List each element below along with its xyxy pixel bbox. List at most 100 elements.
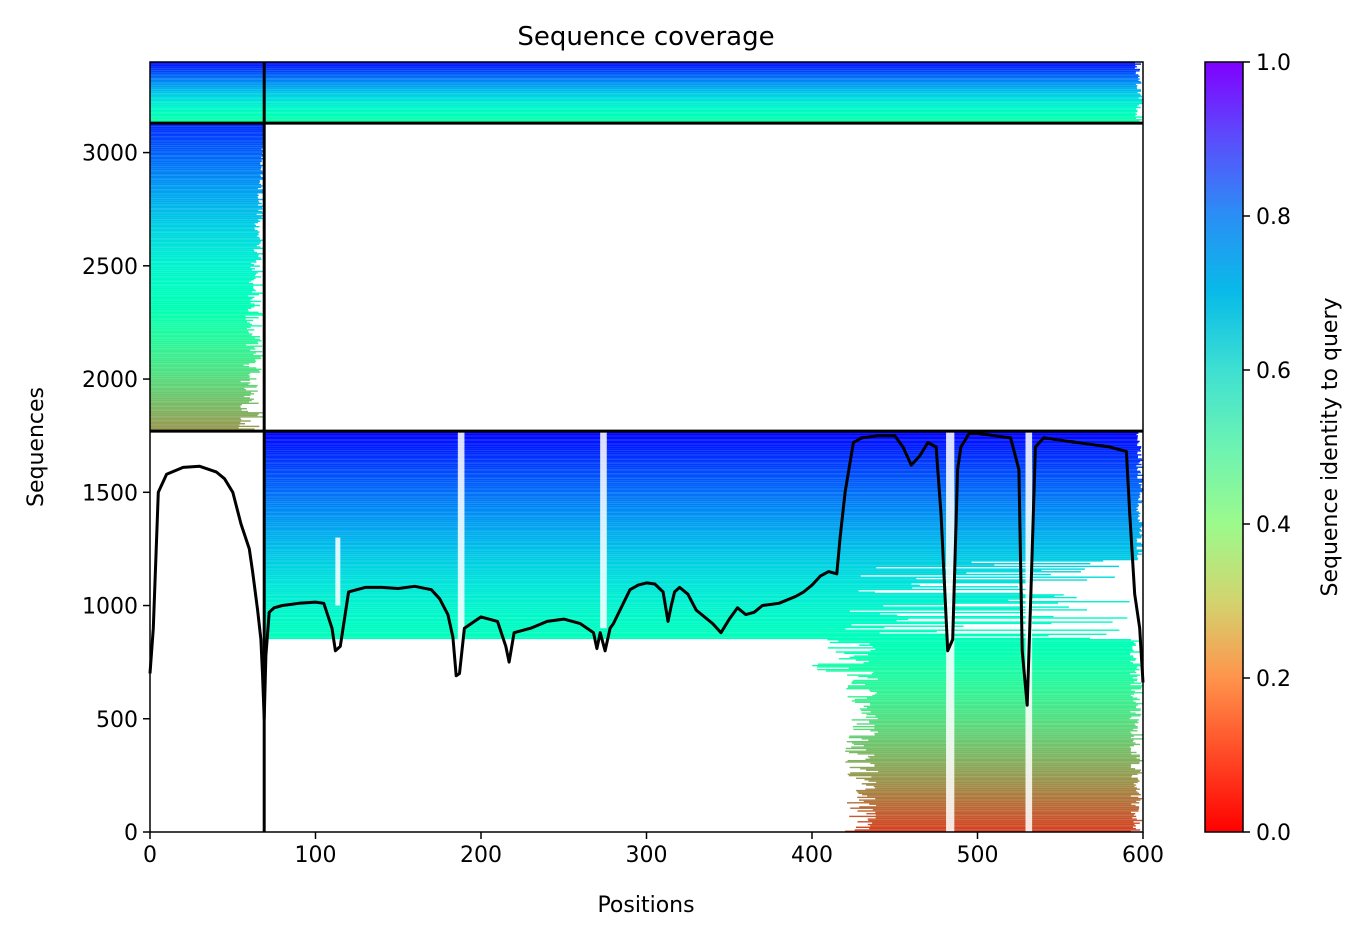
heatmap-row (264, 516, 1139, 519)
heatmap-row (150, 67, 1135, 69)
heatmap-row (264, 549, 1143, 551)
heatmap-row (264, 471, 1141, 474)
heatmap-row (264, 454, 1142, 456)
heatmap-row (150, 322, 250, 324)
heatmap-row (860, 768, 1136, 770)
heatmap-row (150, 417, 241, 419)
heatmap-row (150, 217, 264, 220)
heatmap-row (264, 620, 897, 622)
heatmap-row (264, 439, 1138, 441)
heatmap-row (851, 746, 1131, 748)
x-axis-title: Positions (597, 893, 694, 918)
heatmap-row (150, 391, 252, 394)
heatmap-row (870, 730, 1138, 732)
heatmap-row (264, 499, 1139, 501)
y-axis-ticks: 0 500 1000 1500 2000 2500 3000 (82, 142, 150, 846)
heatmap-row (817, 666, 1138, 668)
heatmap-row (264, 537, 1142, 539)
heatmap-row (150, 274, 255, 277)
heatmap-row (264, 591, 875, 593)
heatmap-row (150, 416, 263, 418)
heatmap-row (264, 580, 1033, 582)
heatmap-row (150, 355, 263, 357)
heatmap-row (827, 647, 1133, 649)
heatmap-row (873, 671, 1137, 674)
heatmap-row (150, 200, 259, 202)
heatmap-row (264, 492, 1140, 494)
heatmap-row (264, 534, 1143, 536)
heatmap-row (150, 202, 262, 205)
x-tick-label: 200 (460, 843, 502, 868)
heatmap-row (264, 590, 859, 592)
heatmap-row (264, 486, 1141, 489)
heatmap-row (264, 553, 1142, 555)
heatmap-row (264, 442, 1139, 444)
heatmap-row (264, 511, 1139, 513)
heatmap-row (150, 82, 1142, 84)
heatmap-row (150, 209, 259, 212)
heatmap-row (150, 246, 261, 248)
heatmap-row (875, 814, 1134, 816)
y-tick-label: 1500 (82, 481, 138, 506)
heatmap-row (150, 208, 263, 210)
heatmap-row (150, 361, 256, 364)
heatmap-row (847, 696, 1133, 698)
heatmap-row (853, 728, 1134, 731)
heatmap-row (150, 226, 260, 228)
heatmap-row (859, 708, 1141, 710)
heatmap-row (855, 659, 1136, 661)
heatmap-row (150, 129, 265, 131)
heatmap-row (150, 370, 260, 372)
heatmap-row (150, 321, 247, 323)
heatmap-row (264, 496, 1141, 498)
heatmap-gap (457, 431, 465, 640)
heatmap-row (150, 160, 262, 163)
heatmap-row (264, 586, 1019, 588)
heatmap-row (264, 501, 1142, 504)
heatmap-row (866, 769, 1142, 771)
heatmap-row (856, 777, 1138, 779)
heatmap-row (863, 800, 1137, 803)
y-tick-label: 2000 (82, 368, 138, 393)
heatmap-row (853, 679, 1137, 682)
heatmap-row (849, 766, 1131, 769)
heatmap-row (264, 541, 1137, 543)
heatmap-row (150, 234, 259, 236)
heatmap-row (264, 527, 1140, 529)
heatmap-row (851, 719, 1139, 721)
heatmap-row (264, 542, 1142, 544)
heatmap-row (847, 760, 1143, 762)
heatmap-row (150, 153, 264, 156)
heatmap-row (875, 811, 1131, 813)
heatmap-row (150, 170, 263, 172)
heatmap-row (868, 660, 1131, 663)
heatmap-row (150, 182, 260, 184)
heatmap-row (150, 284, 264, 286)
heatmap-row (150, 90, 1141, 92)
heatmap-row (264, 480, 1143, 482)
heatmap-row (872, 808, 1139, 811)
heatmap-row (150, 360, 257, 362)
heatmap-row (264, 599, 1009, 601)
heatmap-row (150, 386, 257, 388)
heatmap-row (150, 270, 264, 273)
heatmap-row (150, 255, 259, 258)
heatmap-row (264, 622, 1052, 625)
heatmap-row (150, 333, 253, 335)
heatmap-row (857, 796, 1139, 799)
heatmap-row (264, 565, 1119, 568)
heatmap-row (866, 713, 1142, 716)
heatmap-row (150, 74, 1139, 76)
heatmap-row (150, 112, 1136, 114)
heatmap-row (150, 238, 260, 240)
heatmap-row (875, 787, 1137, 789)
heatmap-row (851, 700, 1134, 702)
heatmap-row (874, 754, 1140, 756)
heatmap-row (150, 310, 249, 312)
heatmap-row (150, 259, 256, 262)
heatmap-row (878, 731, 1131, 733)
heatmap-row (867, 818, 1137, 820)
heatmap-row (150, 376, 250, 379)
heatmap-row (264, 512, 1141, 515)
